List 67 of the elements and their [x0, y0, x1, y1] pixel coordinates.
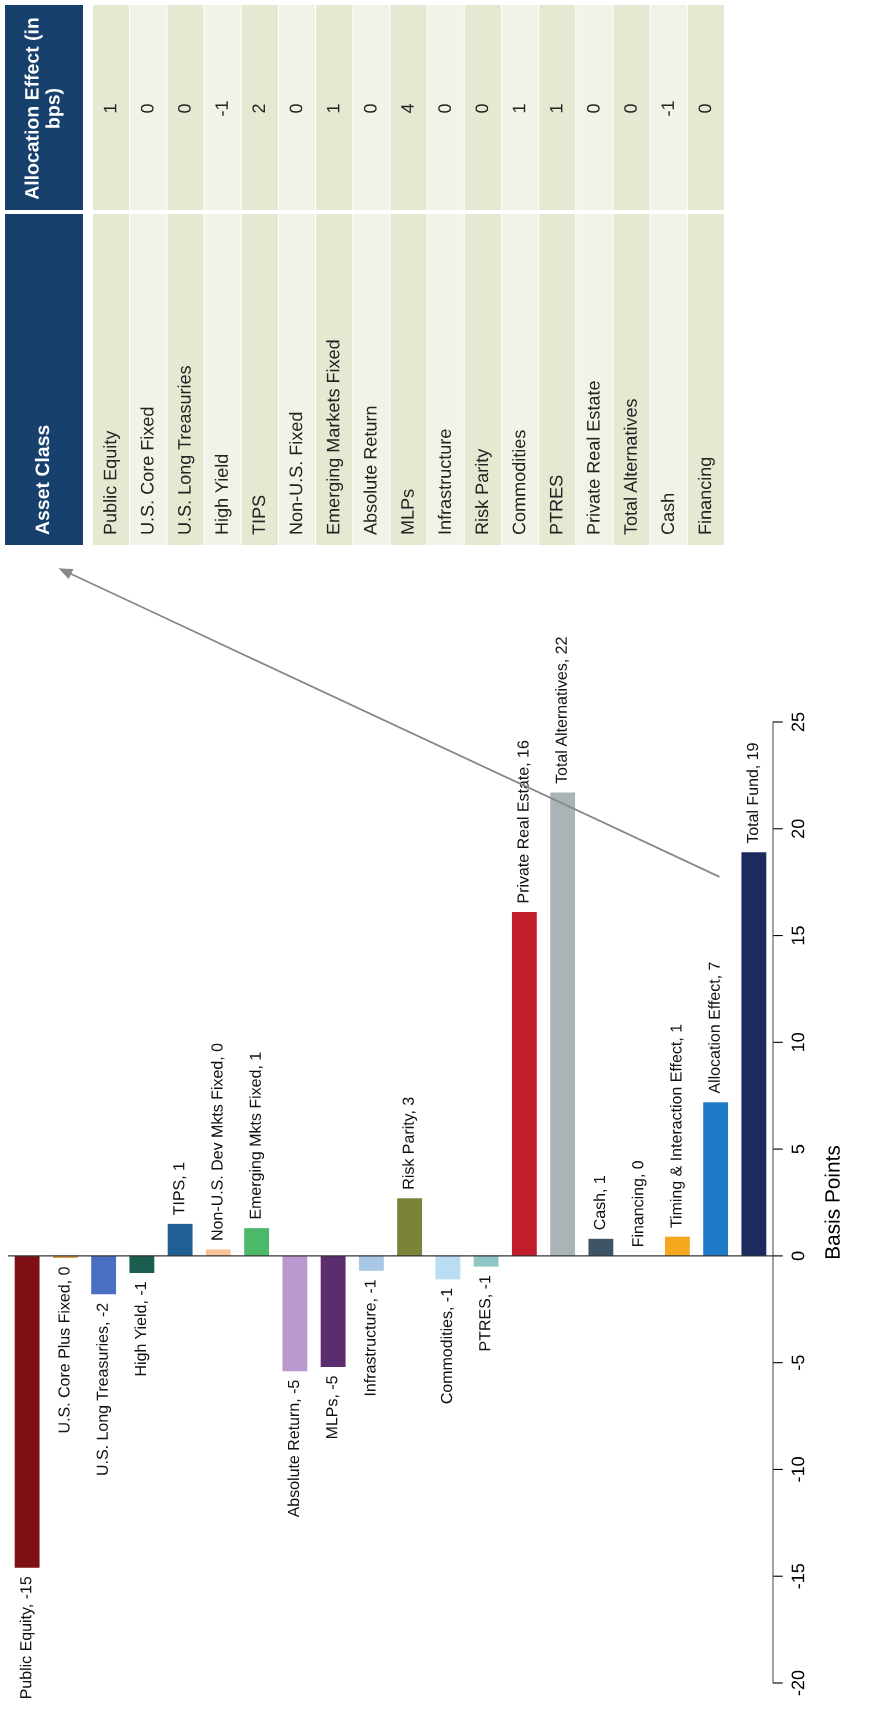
- y-axis-title: Basis Points: [824, 1145, 840, 1259]
- category-label: Risk Parity: [474, 448, 492, 534]
- data-label: Risk Parity, 3: [402, 1097, 418, 1189]
- y-tick-label: 0: [791, 1251, 805, 1261]
- category-label: Emerging Markets Fixed: [326, 340, 344, 534]
- y-tick-label: 10: [791, 1033, 805, 1051]
- category-label: Private Real Estate: [586, 381, 600, 534]
- data-label: Non-U.S. Dev Mkts Fixed, 0: [210, 1043, 225, 1240]
- category-label: TIPS: [252, 495, 266, 535]
- data-label: U.S. Long Treasuries, -2: [96, 1303, 112, 1475]
- data-label: Emerging Mkts Fixed, 1: [249, 1052, 265, 1219]
- y-tick-label: -10: [791, 1457, 805, 1482]
- data-label: Timing & Interaction Effect, 1: [669, 1024, 685, 1228]
- data-label: Absolute Return, -5: [287, 1380, 302, 1518]
- data-label: Total Alternatives, 22: [555, 637, 569, 784]
- data-label: 0: [140, 104, 154, 113]
- data-label: 0: [475, 104, 489, 113]
- category-label: Total Alternatives: [623, 399, 637, 535]
- y-tick-label: -20: [791, 1670, 805, 1696]
- y-tick-label: 15: [791, 926, 805, 945]
- category-label: Financing: [698, 457, 715, 534]
- data-label: 0: [438, 104, 452, 113]
- data-label: 2: [252, 104, 265, 113]
- data-label: High Yield, -1: [134, 1282, 150, 1376]
- data-label: 0: [178, 104, 191, 113]
- y-tick-label: 25: [791, 712, 805, 732]
- data-label: 0: [289, 104, 303, 113]
- y-tick-label: -15: [791, 1563, 805, 1589]
- category-label: U.S. Core Fixed: [140, 407, 154, 534]
- data-label: PTRES, -1: [479, 1275, 493, 1351]
- data-label: MLPs, -5: [326, 1376, 340, 1439]
- data-label: Cash, 1: [593, 1176, 608, 1230]
- data-label: Financing, 0: [631, 1160, 647, 1247]
- data-label: TIPS, 1: [173, 1162, 187, 1215]
- data-label: 0: [698, 104, 712, 113]
- y-tick-label: 5: [791, 1144, 805, 1154]
- data-label: 1: [512, 104, 526, 113]
- category-label: PTRES: [549, 475, 563, 534]
- category-label: High Yield: [214, 454, 232, 534]
- data-label: Infrastructure, -1: [363, 1280, 378, 1396]
- category-label: Cash: [660, 494, 675, 535]
- y-tick-label: 20: [791, 819, 805, 838]
- data-label: Allocation Effect, 7: [708, 962, 722, 1094]
- data-label: 1: [103, 104, 117, 113]
- data-label: Total Fund, 19: [746, 743, 761, 844]
- y-tick-label: -5: [791, 1355, 805, 1370]
- data-label: 4: [401, 104, 414, 114]
- category-label: MLPs: [401, 489, 414, 534]
- category-label: U.S. Long Treasuries: [177, 366, 195, 534]
- data-label: U.S. Core Plus Fixed, 0: [57, 1267, 72, 1433]
- data-label: -1: [661, 101, 674, 116]
- data-label: -1: [215, 101, 228, 116]
- data-label: 0: [363, 104, 377, 113]
- data-label: 1: [549, 104, 563, 113]
- data-label: Public Equity, -15: [19, 1576, 35, 1699]
- category-label: Infrastructure: [437, 429, 452, 534]
- category-label: Absolute Return: [363, 406, 377, 535]
- data-label: 1: [326, 104, 340, 113]
- category-label: Public Equity: [103, 430, 120, 534]
- data-label: 0: [586, 104, 600, 113]
- data-label: Commodities, -1: [440, 1288, 455, 1404]
- text: Asset Class: [34, 425, 50, 535]
- text: Allocation Effect (in bps): [24, 18, 64, 200]
- category-label: Non-U.S. Fixed: [289, 412, 303, 534]
- data-label: 0: [624, 104, 637, 113]
- data-label: Private Real Estate, 16: [516, 740, 531, 903]
- category-label: Commodities: [512, 430, 526, 535]
